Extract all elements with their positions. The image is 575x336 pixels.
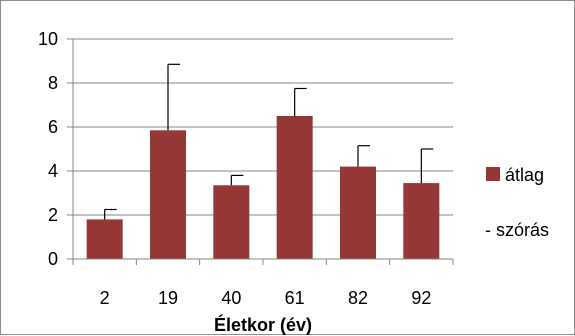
gridlines bbox=[73, 38, 453, 216]
x-tick-label: 19 bbox=[158, 288, 178, 308]
bar bbox=[340, 166, 376, 259]
bar bbox=[86, 219, 123, 259]
bar bbox=[403, 183, 440, 259]
y-tick-labels: 0 2 4 6 8 10 bbox=[38, 29, 58, 269]
legend-marker-sd: - bbox=[485, 220, 491, 240]
bar bbox=[150, 130, 186, 259]
y-tick-label: 8 bbox=[48, 73, 58, 93]
legend-label-mean: átlag bbox=[505, 165, 544, 185]
x-tick-label: 2 bbox=[100, 288, 110, 308]
legend: átlag - szórás bbox=[485, 165, 549, 240]
x-tick-labels: 2 19 40 61 82 92 bbox=[100, 288, 432, 308]
axes bbox=[67, 38, 454, 265]
error-bars bbox=[104, 63, 434, 220]
x-tick-label: 40 bbox=[221, 288, 241, 308]
y-tick-label: 0 bbox=[48, 249, 58, 269]
y-tick-label: 4 bbox=[48, 161, 58, 181]
y-tick-label: 6 bbox=[48, 117, 58, 137]
bars bbox=[86, 116, 440, 259]
y-tick-label: 10 bbox=[38, 29, 58, 49]
x-tick-label: 82 bbox=[348, 288, 368, 308]
x-tick-label: 92 bbox=[411, 288, 431, 308]
legend-label-sd: szórás bbox=[496, 220, 549, 240]
legend-swatch-mean bbox=[486, 167, 500, 181]
x-axis-title: Életkor (év) bbox=[214, 314, 312, 335]
bar bbox=[213, 185, 250, 259]
y-tick-label: 2 bbox=[48, 205, 58, 225]
x-tick-label: 61 bbox=[285, 288, 305, 308]
bar bbox=[276, 116, 313, 259]
